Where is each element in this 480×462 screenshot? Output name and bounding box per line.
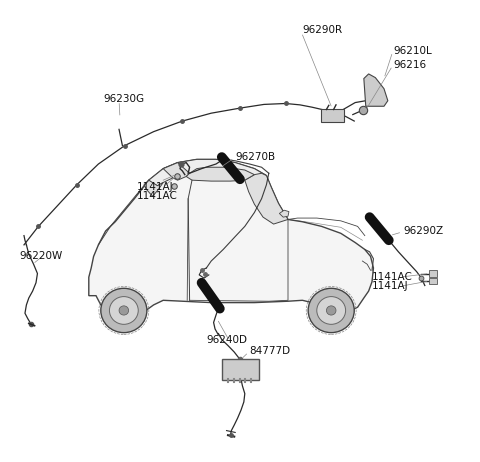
Text: 1141AJ: 1141AJ — [372, 281, 408, 292]
Text: 1141AC: 1141AC — [372, 272, 413, 282]
Text: 96216: 96216 — [394, 60, 427, 70]
Circle shape — [109, 297, 138, 324]
Polygon shape — [279, 210, 289, 217]
Circle shape — [317, 297, 346, 324]
Polygon shape — [245, 173, 288, 224]
Text: 96210L: 96210L — [394, 46, 432, 56]
Text: 84777D: 84777D — [250, 346, 291, 356]
Circle shape — [308, 288, 354, 333]
FancyBboxPatch shape — [222, 359, 259, 380]
Circle shape — [326, 306, 336, 315]
Polygon shape — [186, 167, 254, 181]
Polygon shape — [89, 159, 373, 314]
FancyBboxPatch shape — [429, 278, 437, 284]
Text: 1141AJ: 1141AJ — [137, 182, 173, 192]
Polygon shape — [364, 74, 388, 106]
Text: 96290Z: 96290Z — [403, 226, 444, 236]
FancyBboxPatch shape — [429, 270, 437, 277]
FancyBboxPatch shape — [321, 109, 344, 122]
Text: 96240D: 96240D — [206, 334, 247, 345]
Text: 96230G: 96230G — [103, 94, 144, 104]
Text: 1141AC: 1141AC — [137, 191, 178, 201]
Polygon shape — [149, 159, 266, 186]
Text: 96290R: 96290R — [302, 25, 343, 35]
Circle shape — [119, 306, 129, 315]
Circle shape — [101, 288, 147, 333]
Polygon shape — [144, 180, 163, 196]
Polygon shape — [163, 163, 190, 180]
Text: 96270B: 96270B — [235, 152, 276, 162]
Text: 96220W: 96220W — [19, 251, 62, 261]
